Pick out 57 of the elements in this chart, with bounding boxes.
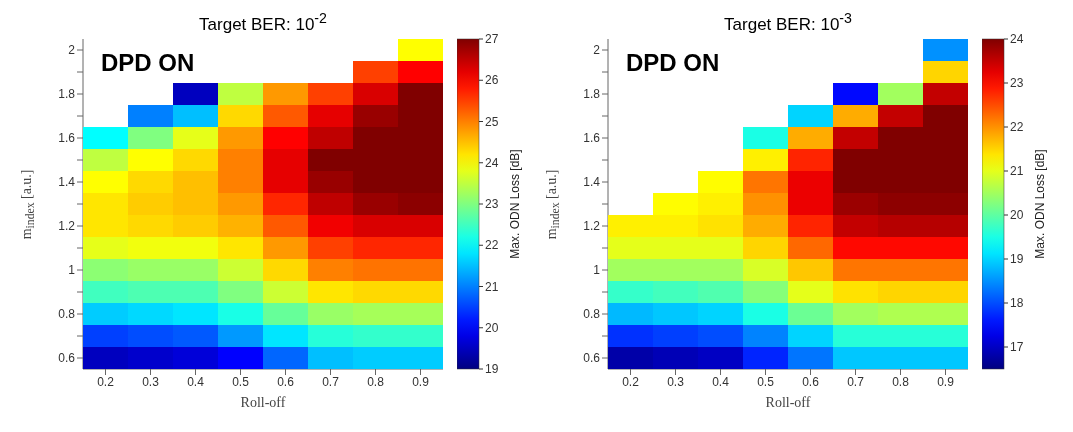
- color-bar-label: 19: [485, 362, 499, 376]
- x-tick-label: 0.7: [847, 374, 865, 389]
- chart-title: Target BER: 10$^{-2}$: [198, 10, 328, 35]
- y-tick-label: 0.8: [58, 307, 76, 322]
- y-tick-label: 2: [68, 43, 76, 58]
- color-bar-label: 18: [1010, 296, 1024, 310]
- x-tick-label: 0.8: [892, 374, 910, 389]
- x-tick-label: 0.9: [412, 374, 430, 389]
- x-tick-label: 0.7: [322, 374, 340, 389]
- color-bar-label: 19: [1010, 252, 1024, 266]
- x-tick-label: 0.4: [712, 374, 730, 389]
- color-bar-label: 22: [1010, 120, 1024, 134]
- color-bar-label: 26: [485, 73, 499, 88]
- x-tick-label: 0.8: [367, 374, 385, 389]
- color-bar-label: 25: [485, 114, 499, 129]
- color-bar-title: Max. ODN Loss [dB]: [1033, 149, 1047, 259]
- x-tick-label: 0.3: [667, 374, 685, 389]
- x-tick-label: 0.5: [757, 374, 775, 389]
- x-tick-label: 0.6: [802, 374, 820, 389]
- x-axis-title: Roll-off: [240, 395, 286, 410]
- y-tick-label: 1: [68, 263, 76, 278]
- color-bar-label: 21: [485, 279, 499, 294]
- y-tick-label: 1.2: [583, 219, 601, 234]
- color-bar-label: 23: [485, 197, 499, 211]
- chart-title: Target BER: 10$^{-3}$: [723, 10, 853, 35]
- y-tick-label: 1.2: [58, 219, 76, 234]
- y-tick-label: 1.6: [583, 131, 601, 146]
- annotation: DPD ON: [626, 49, 720, 77]
- x-tick-label: 0.9: [937, 374, 955, 389]
- y-tick-label: 0.6: [58, 351, 76, 366]
- color-bar-label: 27: [485, 32, 499, 46]
- y-tick-label: 1.4: [58, 175, 76, 190]
- y-tick-label: 2: [593, 43, 601, 58]
- annotation: DPD ON: [101, 49, 195, 77]
- color-bar-label: 17: [1010, 340, 1024, 354]
- x-tick-label: 0.2: [97, 374, 115, 389]
- color-bar-label: 24: [1010, 32, 1024, 46]
- y-tick-label: 1.8: [583, 87, 601, 102]
- color-bar-title: Max. ODN Loss [dB]: [508, 149, 522, 259]
- y-tick-label: 1.6: [58, 131, 76, 146]
- y-tick-label: 0.6: [583, 351, 601, 366]
- color-bar-label: 22: [485, 238, 499, 253]
- color-bar-label: 23: [1010, 76, 1024, 90]
- y-tick-label: 1.4: [583, 175, 601, 190]
- color-bar-label: 24: [485, 155, 499, 170]
- x-axis-title: Roll-off: [765, 395, 811, 410]
- x-tick-label: 0.3: [142, 374, 160, 389]
- color-bar-label: 21: [1010, 164, 1024, 178]
- x-tick-label: 0.4: [187, 374, 205, 389]
- x-tick-label: 0.5: [232, 374, 250, 389]
- y-tick-label: 0.8: [583, 307, 601, 322]
- y-tick-label: 1: [593, 263, 601, 278]
- y-tick-label: 1.8: [58, 87, 76, 102]
- x-tick-label: 0.6: [277, 374, 295, 389]
- x-tick-label: 0.2: [622, 374, 640, 389]
- color-bar-label: 20: [1010, 208, 1024, 222]
- color-bar-label: 20: [485, 320, 499, 335]
